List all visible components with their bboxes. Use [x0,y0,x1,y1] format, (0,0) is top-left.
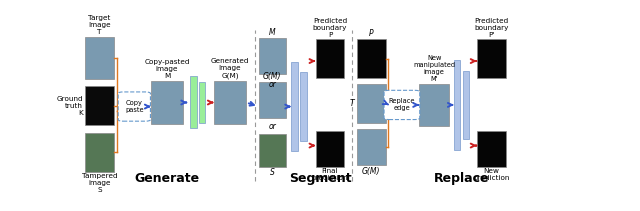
Bar [316,131,344,167]
Text: Generated
Image
G(M): Generated Image G(M) [211,58,250,79]
Text: Ground
truth
K: Ground truth K [56,96,83,116]
Text: or: or [268,80,276,89]
Text: Segment: Segment [289,172,352,185]
Bar [419,84,449,126]
Text: Predicted
boundary
P': Predicted boundary P' [474,18,508,38]
Bar [356,39,385,78]
Bar [291,62,298,151]
Text: or: or [268,122,276,131]
FancyBboxPatch shape [384,90,420,120]
Text: Final
prediction: Final prediction [312,168,348,181]
Text: S: S [270,168,275,177]
Text: T: T [349,99,355,108]
Text: Target
Image
T: Target Image T [88,15,111,35]
Text: P: P [369,28,374,38]
Bar [454,60,460,150]
Text: Generate: Generate [134,172,200,185]
Bar [259,38,286,74]
Bar [199,82,205,123]
Text: Predicted
boundary
P: Predicted boundary P [313,18,347,38]
Text: Tampered
image
S: Tampered image S [81,173,117,193]
Bar [151,81,183,124]
Text: Replace
edge: Replace edge [388,98,415,111]
Bar [259,82,286,118]
Text: Copy-pasted
image
M: Copy-pasted image M [144,59,190,79]
Bar [300,72,307,141]
Bar [85,86,114,125]
Bar [214,81,246,124]
Text: G(M): G(M) [362,167,380,176]
Text: New
prediction: New prediction [473,168,509,181]
Bar [85,37,114,79]
Text: M: M [269,28,275,37]
Bar [356,129,385,165]
Bar [190,77,196,128]
Bar [477,131,506,167]
Bar [85,133,114,172]
Bar [477,39,506,78]
Bar [259,134,286,167]
Bar [316,39,344,78]
Bar [463,71,469,139]
Text: Copy
paste: Copy paste [125,100,143,113]
Text: Replace: Replace [434,172,490,185]
Text: G(M): G(M) [263,72,282,81]
FancyBboxPatch shape [118,92,150,121]
Bar [356,84,385,123]
Text: New
manipulated
image
M': New manipulated image M' [413,55,455,82]
